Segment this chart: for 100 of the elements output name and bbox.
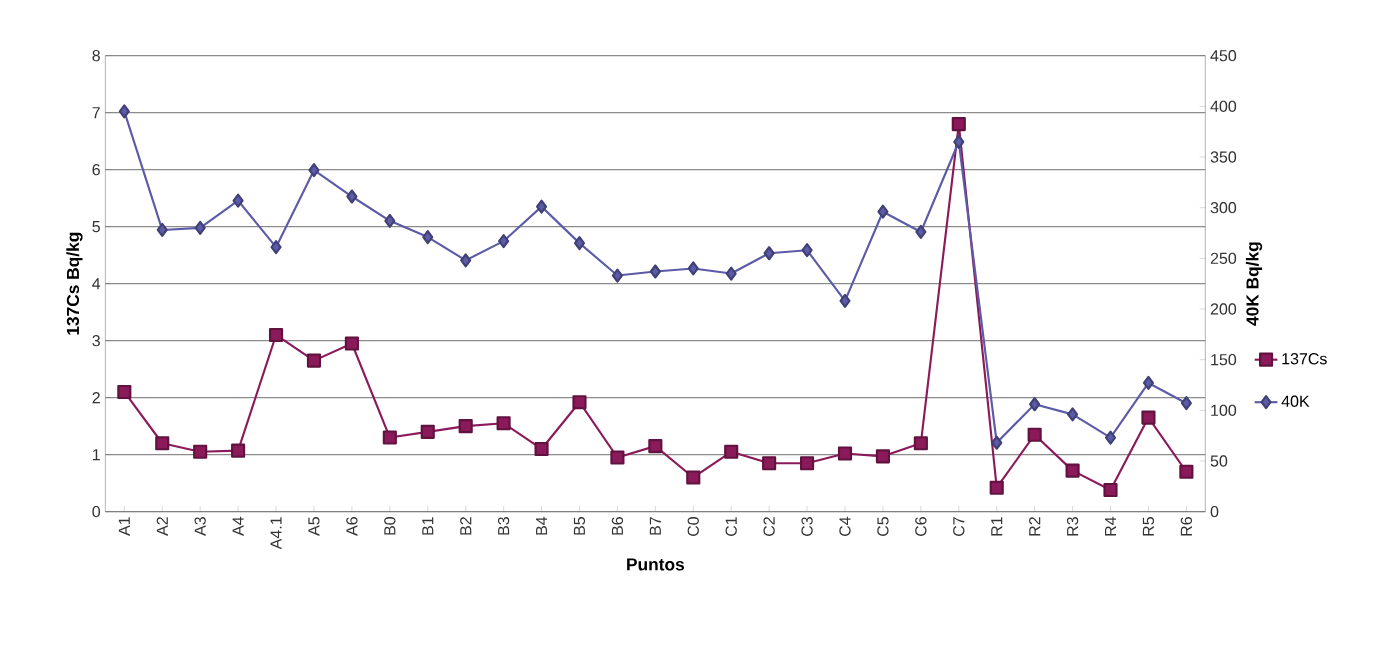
point [800, 456, 815, 471]
y2-tick-label: 450 [1210, 50, 1237, 62]
y-tick-label: 0 [92, 505, 101, 518]
point [460, 253, 472, 268]
point [762, 456, 777, 471]
x-tick-label: R3 [1066, 517, 1079, 536]
point [1180, 396, 1192, 411]
x-tick-label: R1 [991, 517, 1003, 536]
x-tick-label: B0 [384, 516, 396, 535]
point [1029, 397, 1041, 412]
point [231, 443, 246, 458]
x-tick-label: C7 [953, 517, 965, 536]
legend-label: 40K [1281, 395, 1310, 407]
y-tick-label: 7 [92, 107, 100, 119]
x-tick-label: A2 [156, 517, 168, 536]
y-tick-label: 8 [92, 50, 100, 62]
y-tick-label: 5 [92, 221, 100, 233]
y2-tick-label: 250 [1210, 252, 1237, 264]
x-tick-label: C1 [725, 517, 737, 536]
point [1179, 464, 1194, 479]
point [725, 266, 737, 281]
point [875, 449, 890, 464]
point [801, 243, 813, 258]
point [951, 116, 966, 132]
x-tick-label: C0 [687, 516, 699, 536]
point [156, 222, 168, 238]
x-tick-label: B7 [649, 517, 661, 535]
point [1027, 427, 1042, 442]
point [384, 213, 396, 228]
point [194, 220, 206, 235]
point [306, 353, 322, 368]
point [117, 384, 132, 400]
point [1142, 375, 1155, 391]
point [572, 395, 587, 410]
y2-tick-label: 50 [1210, 455, 1228, 467]
y2-axis-title: 40K Bq/kg [1245, 242, 1263, 326]
point [535, 199, 548, 214]
point [573, 236, 586, 251]
x-tick-label: A1 [118, 517, 130, 536]
x-tick-label: A5 [308, 517, 320, 536]
x-tick-label: C4 [839, 516, 851, 536]
x-tick-label: C5 [877, 517, 889, 536]
x-tick-label: R4 [1105, 516, 1117, 536]
point [193, 444, 208, 459]
x-tick-label: A3 [194, 517, 206, 536]
x-tick-label: C2 [763, 517, 775, 536]
y-tick-label: 2 [92, 392, 100, 404]
point [458, 419, 473, 434]
point [422, 229, 434, 245]
point [346, 189, 358, 204]
point [837, 446, 853, 461]
y-tick-label: 3 [92, 335, 100, 347]
x-tick-label: B5 [573, 517, 586, 535]
y2-tick-label: 350 [1210, 151, 1237, 163]
y-axis-title: 137Cs Bq/kg [66, 232, 83, 335]
point [498, 234, 510, 249]
x-tick-label: A4 [232, 516, 244, 536]
point [686, 470, 701, 485]
x-tick-label: B2 [460, 517, 472, 535]
point [268, 327, 284, 343]
point [913, 436, 928, 451]
x-tick-label: B6 [611, 517, 624, 535]
point [1103, 482, 1118, 498]
point [1104, 430, 1117, 445]
point [534, 441, 549, 457]
y2-tick-label: 100 [1211, 404, 1237, 416]
point [118, 104, 130, 119]
x-tick-label: B1 [422, 517, 434, 535]
y2-tick-label: 300 [1210, 202, 1237, 214]
point [915, 224, 927, 240]
point [344, 336, 359, 351]
x-tick-label: R5 [1142, 517, 1155, 536]
point [877, 204, 889, 219]
point [724, 444, 739, 459]
point [1141, 410, 1156, 425]
y2-tick-label: 400 [1210, 100, 1237, 112]
point [989, 480, 1004, 495]
point [308, 163, 320, 178]
x-tick-label: R2 [1029, 517, 1041, 536]
point [610, 450, 625, 465]
point [270, 240, 282, 255]
x-axis-title: Puntos [627, 558, 685, 571]
y-tick-label: 1 [92, 449, 100, 461]
x-tick-label: A6 [346, 517, 358, 536]
y-tick-label: 6 [92, 164, 100, 176]
y2-tick-label: 0 [1210, 505, 1219, 518]
point [649, 264, 661, 279]
y-tick-label: 4 [92, 278, 101, 290]
point [839, 293, 851, 308]
point [420, 424, 435, 439]
point [953, 134, 965, 149]
x-tick-label: A4.1 [270, 517, 282, 550]
point [648, 439, 663, 454]
point [1065, 463, 1080, 478]
point [1067, 407, 1079, 422]
point [382, 430, 397, 445]
x-tick-label: C6 [915, 517, 927, 536]
point [611, 268, 623, 283]
legend-label: 137Cs [1282, 353, 1327, 365]
point [991, 435, 1003, 450]
